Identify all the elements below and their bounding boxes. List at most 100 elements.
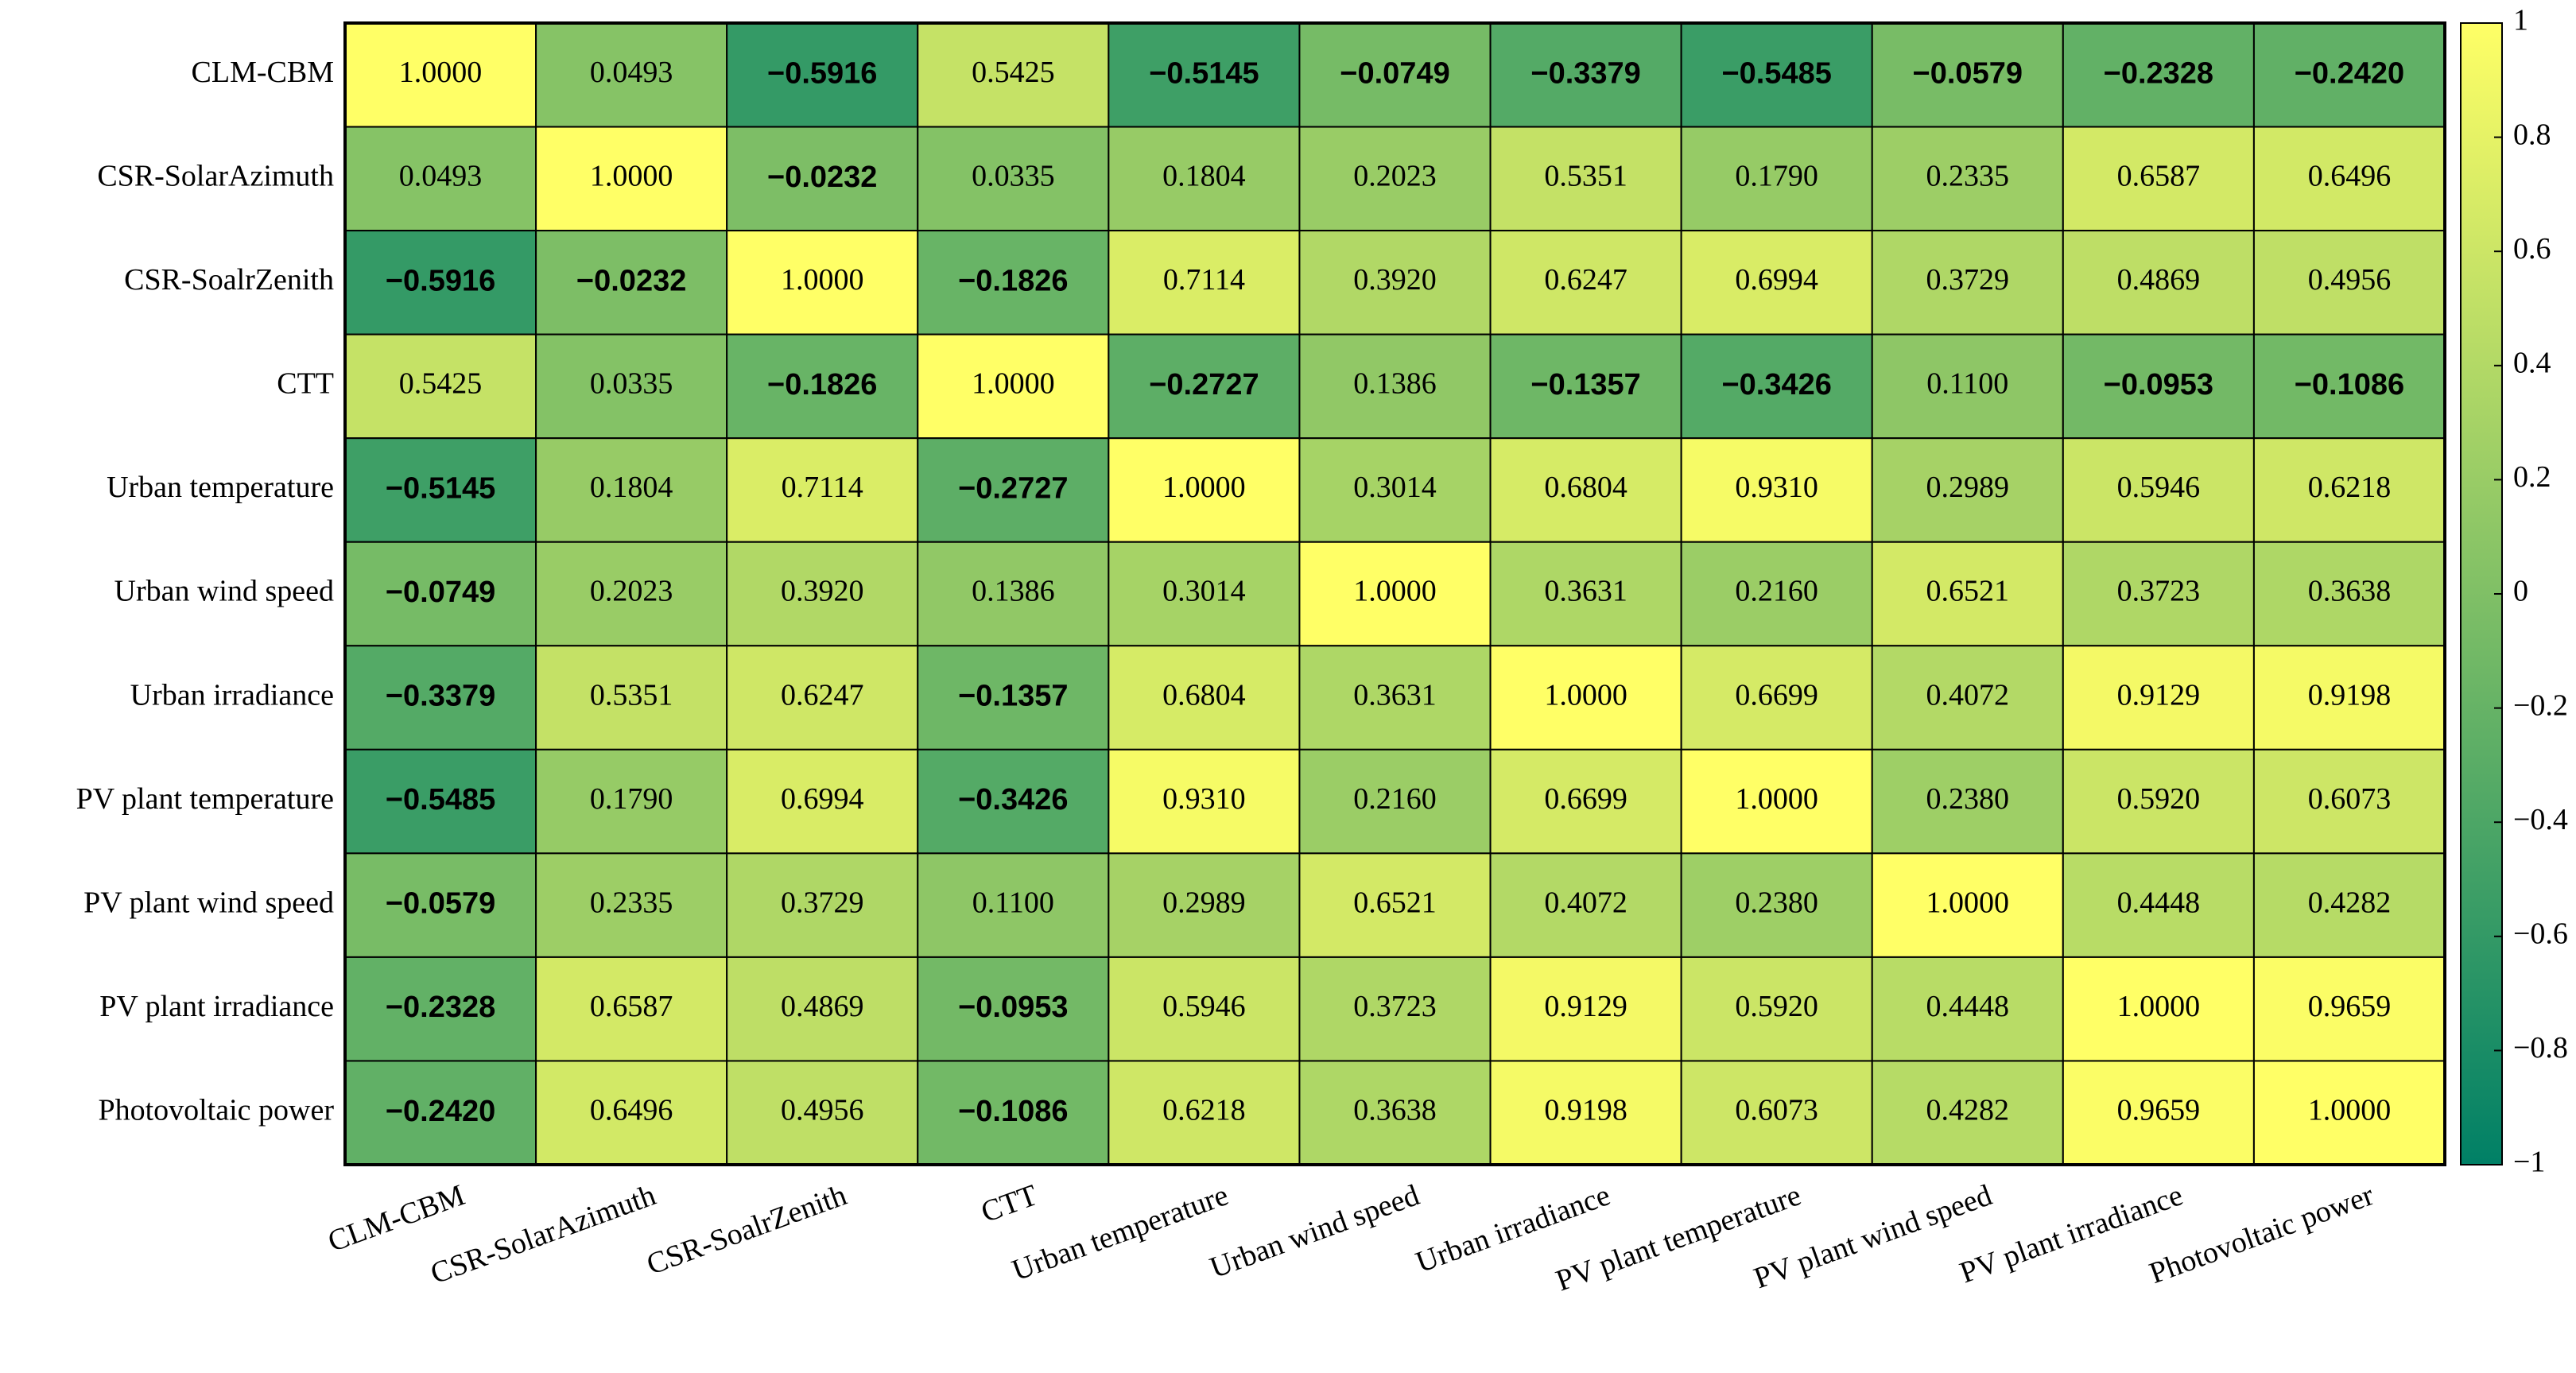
cell-label: 0.9659 bbox=[2117, 1093, 2201, 1127]
cell-label: 0.4869 bbox=[781, 990, 864, 1023]
cell bbox=[1108, 1060, 1301, 1166]
cell-label: −0.2420 bbox=[2295, 56, 2404, 90]
cell bbox=[2062, 748, 2255, 855]
y-tick-label: CSR-SoalrZenith bbox=[124, 263, 334, 297]
plot-frame bbox=[343, 21, 2446, 1166]
cell bbox=[1298, 333, 1492, 440]
x-tick-label: Urban wind speed bbox=[1205, 1178, 1423, 1285]
cell bbox=[2062, 333, 2255, 440]
cell bbox=[535, 437, 728, 543]
cell-label: 0.5920 bbox=[2117, 782, 2201, 816]
cell-label: 0.9310 bbox=[1162, 782, 1246, 816]
cell-label: 0.2989 bbox=[1162, 886, 1246, 919]
cell bbox=[2062, 22, 2255, 128]
cell bbox=[917, 333, 1110, 440]
cell-label: 0.1804 bbox=[590, 471, 673, 504]
cell-label: 0.6699 bbox=[1544, 782, 1627, 816]
cell bbox=[1489, 852, 1682, 958]
cell-label: 0.1100 bbox=[1926, 367, 2008, 401]
cell bbox=[2252, 852, 2446, 958]
cell-label: −0.2727 bbox=[1149, 368, 1259, 401]
cell bbox=[917, 541, 1110, 647]
cell-label: 0.0493 bbox=[590, 56, 673, 89]
cell-label: 0.6218 bbox=[1162, 1093, 1246, 1127]
cell bbox=[917, 852, 1110, 958]
cell bbox=[1489, 748, 1682, 855]
cell bbox=[726, 437, 919, 543]
cell-label: 0.2023 bbox=[590, 575, 673, 608]
cell bbox=[1108, 956, 1301, 1062]
colorbar-tick-label: 1 bbox=[2513, 4, 2528, 37]
colorbar-tick-label: −0.6 bbox=[2513, 917, 2568, 951]
cell bbox=[1489, 437, 1682, 543]
cell bbox=[344, 541, 537, 647]
cell bbox=[2062, 1060, 2255, 1166]
y-tick-label: CTT bbox=[277, 367, 334, 401]
cell-label: 0.6994 bbox=[781, 782, 864, 816]
cell bbox=[1871, 1060, 2064, 1166]
cell-label: 1.0000 bbox=[781, 263, 864, 297]
y-tick-label: PV plant temperature bbox=[76, 782, 334, 816]
cell-label: −0.2727 bbox=[958, 471, 1068, 505]
cell-label: 0.6496 bbox=[2308, 160, 2392, 193]
cell bbox=[2062, 437, 2255, 543]
cell bbox=[2252, 126, 2446, 232]
cell bbox=[1489, 645, 1682, 750]
y-tick-label: PV plant irradiance bbox=[99, 990, 334, 1023]
cell bbox=[1298, 22, 1492, 128]
cell bbox=[1298, 645, 1492, 750]
cell-label: −0.3379 bbox=[1530, 56, 1640, 90]
cell-label: −0.5485 bbox=[386, 783, 495, 816]
cell-label: 0.4072 bbox=[1544, 886, 1627, 919]
cell bbox=[344, 437, 537, 543]
cell-label: −0.3426 bbox=[958, 783, 1068, 816]
cell-label: 0.1790 bbox=[1735, 160, 1818, 193]
cell-label: −0.5916 bbox=[767, 56, 877, 90]
y-tick-label: Urban wind speed bbox=[114, 575, 334, 608]
cell-label: −0.0953 bbox=[2104, 368, 2213, 401]
cell bbox=[1680, 645, 1873, 750]
cell bbox=[1680, 1060, 1873, 1166]
cell bbox=[1108, 333, 1301, 440]
cell bbox=[2252, 541, 2446, 647]
cell bbox=[1489, 230, 1682, 335]
cell-label: 0.4072 bbox=[1926, 678, 2010, 712]
cell-label: 1.0000 bbox=[590, 160, 673, 193]
cell-label: −0.0579 bbox=[386, 887, 495, 921]
cell bbox=[344, 852, 537, 958]
cell-label: 1.0000 bbox=[972, 367, 1055, 401]
cell bbox=[535, 1060, 728, 1166]
cell-label: 0.9310 bbox=[1735, 471, 1818, 504]
cell-label: 0.1386 bbox=[972, 575, 1055, 608]
cell-label: −0.1086 bbox=[2295, 368, 2404, 401]
cell bbox=[2062, 126, 2255, 232]
cell-label: 0.5351 bbox=[590, 678, 673, 712]
cell-label: 1.0000 bbox=[1353, 575, 1437, 608]
cell-label: −0.5145 bbox=[386, 471, 495, 505]
cell bbox=[2252, 748, 2446, 855]
cell bbox=[1298, 541, 1492, 647]
cell bbox=[2252, 956, 2446, 1062]
cell bbox=[726, 645, 919, 750]
cell-label: 0.7114 bbox=[782, 471, 863, 504]
colorbar-tick-label: 0.6 bbox=[2513, 232, 2551, 266]
cell-label: 0.3638 bbox=[2308, 575, 2392, 608]
cell-label: 0.4448 bbox=[2117, 886, 2201, 919]
cell-label: 0.5425 bbox=[972, 56, 1055, 89]
cell bbox=[1871, 852, 2064, 958]
cell bbox=[1489, 126, 1682, 232]
cell-label: 0.0335 bbox=[972, 160, 1055, 193]
cell-label: 1.0000 bbox=[2308, 1093, 2392, 1127]
cell-label: −0.3426 bbox=[1721, 368, 1831, 401]
cell-label: −0.1826 bbox=[767, 368, 877, 401]
cell bbox=[1871, 541, 2064, 647]
colorbar-tick-label: −0.2 bbox=[2513, 688, 2568, 722]
cell-label: 0.1804 bbox=[1162, 160, 1246, 193]
cell-label: 0.3920 bbox=[781, 575, 864, 608]
cell bbox=[1680, 956, 1873, 1062]
cell-label: 0.9198 bbox=[2308, 678, 2392, 712]
cell-label: 0.3014 bbox=[1353, 471, 1437, 504]
cell bbox=[344, 126, 537, 232]
cell bbox=[344, 645, 537, 750]
cell bbox=[1871, 230, 2064, 335]
